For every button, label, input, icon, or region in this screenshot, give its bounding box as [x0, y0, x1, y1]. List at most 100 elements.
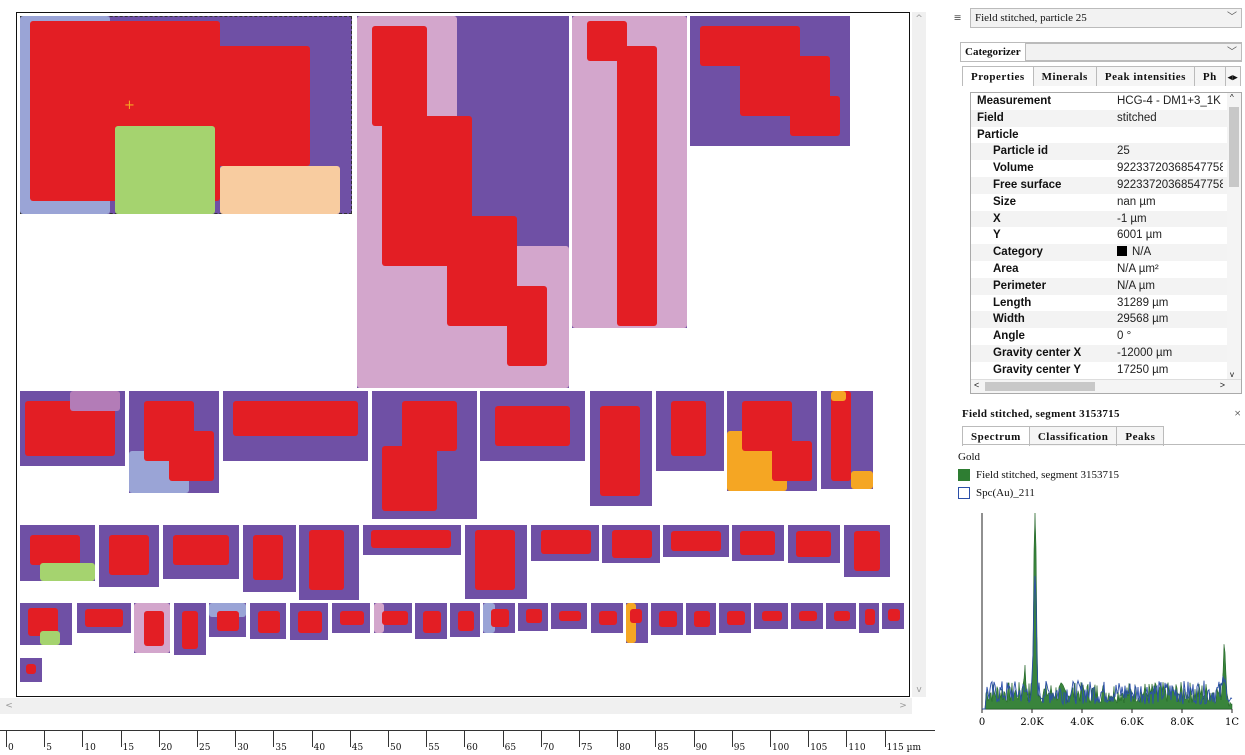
spectrum-chart[interactable]: 0 2.0K 4.0K 6.0K 8.0K 1C — [962, 503, 1245, 743]
particle-thumbnail[interactable] — [518, 603, 548, 631]
particle-thumbnail[interactable] — [844, 525, 890, 577]
particle-thumbnail[interactable] — [754, 603, 788, 629]
particle-thumbnail[interactable] — [551, 603, 587, 629]
property-row[interactable]: Volume 9223372036854775807 — [971, 160, 1241, 177]
property-row[interactable]: Particle — [971, 127, 1241, 144]
particle-thumbnail[interactable] — [663, 525, 729, 557]
particle-thumbnail[interactable] — [363, 525, 461, 555]
particle-thumbnail[interactable] — [209, 603, 246, 637]
properties-vertical-scrollbar[interactable]: ^ v — [1227, 93, 1241, 379]
particle-thumbnail[interactable] — [372, 391, 477, 519]
particle-thumbnail[interactable] — [20, 391, 125, 466]
particle-thumbnail-selected[interactable]: + — [20, 16, 352, 214]
tab-ph[interactable]: Ph — [1193, 66, 1226, 86]
property-row[interactable]: Length 31289 µm — [971, 295, 1241, 312]
particle-thumbnail[interactable] — [788, 525, 840, 563]
particle-thumbnail[interactable] — [20, 525, 95, 581]
particle-thumbnail[interactable] — [374, 603, 412, 633]
particle-thumbnail[interactable] — [626, 603, 648, 643]
particle-thumbnail[interactable] — [223, 391, 368, 461]
property-value: 17250 µm — [1117, 363, 1169, 376]
particle-thumbnail[interactable] — [174, 603, 206, 655]
particle-thumbnail[interactable] — [415, 603, 447, 639]
particle-thumbnail[interactable] — [821, 391, 873, 489]
ruler-tick-label: 50 — [390, 743, 402, 753]
particle-thumbnail[interactable] — [602, 525, 660, 563]
particle-thumbnail[interactable] — [357, 16, 569, 388]
property-row[interactable]: Field stitched — [971, 109, 1241, 127]
property-row[interactable]: Y 6001 µm — [971, 227, 1241, 244]
particle-thumbnail[interactable] — [732, 525, 784, 561]
particle-thumbnail[interactable] — [531, 525, 599, 561]
property-row[interactable]: Gravity center Y 17250 µm — [971, 362, 1241, 379]
categorizer-select[interactable]: ﹀ — [1025, 43, 1242, 61]
particle-thumbnail[interactable] — [686, 603, 716, 635]
particle-thumbnail[interactable] — [651, 603, 683, 635]
property-row[interactable]: Measurement HCG-4 - DM1+3_1K — [971, 93, 1241, 110]
property-row[interactable]: Perimeter N/A µm — [971, 277, 1241, 295]
ruler-tick — [6, 731, 7, 747]
property-row[interactable]: Category N/A — [971, 244, 1241, 261]
property-row[interactable]: Size nan µm — [971, 194, 1241, 211]
particle-region — [671, 401, 706, 456]
tab-spectrum[interactable]: Spectrum — [962, 426, 1030, 446]
particle-thumbnail[interactable] — [332, 603, 370, 633]
property-row[interactable]: Particle id 25 — [971, 143, 1241, 161]
scroll-down-icon[interactable]: v — [916, 685, 922, 695]
property-row[interactable]: Gravity center X -12000 µm — [971, 344, 1241, 362]
particle-thumbnail[interactable] — [690, 16, 850, 146]
particle-region — [612, 530, 652, 558]
particle-thumbnail[interactable] — [20, 603, 72, 645]
particle-thumbnail[interactable] — [450, 603, 480, 637]
particle-thumbnail[interactable] — [290, 603, 328, 640]
particle-thumbnail[interactable] — [572, 16, 687, 328]
tab-scroll-icon[interactable]: ◂▸ — [1224, 66, 1241, 86]
particle-thumbnail[interactable] — [791, 603, 823, 629]
particle-thumbnail[interactable] — [719, 603, 751, 633]
particle-thumbnail[interactable] — [77, 603, 131, 633]
particle-thumbnail[interactable] — [99, 525, 159, 587]
particle-gallery[interactable]: + — [16, 12, 910, 697]
tab-peaks[interactable]: Peaks — [1116, 426, 1165, 446]
gallery-horizontal-scrollbar[interactable]: < > — [0, 698, 912, 714]
legend-item-reference[interactable]: Spc(Au)_211 — [958, 487, 1035, 499]
legend-item-field[interactable]: Field stitched, segment 3153715 — [958, 469, 1119, 481]
particle-thumbnail[interactable] — [882, 603, 904, 629]
tab-classification[interactable]: Classification — [1028, 426, 1118, 446]
scroll-right-icon[interactable]: > — [899, 701, 907, 711]
menu-icon[interactable]: ≡ — [954, 10, 962, 25]
property-row[interactable]: Width 29568 µm — [971, 311, 1241, 329]
properties-horizontal-scrollbar[interactable]: < > — [971, 379, 1241, 393]
tab-properties[interactable]: Properties — [962, 66, 1034, 86]
particle-thumbnail[interactable] — [163, 525, 239, 579]
particle-thumbnail[interactable] — [465, 525, 527, 599]
particle-thumbnail[interactable] — [826, 603, 856, 629]
gallery-vertical-scrollbar[interactable]: ^ v — [912, 12, 926, 697]
particle-thumbnail[interactable] — [20, 658, 42, 682]
particle-thumbnail[interactable] — [299, 525, 359, 600]
particle-thumbnail[interactable] — [590, 391, 652, 506]
particle-thumbnail[interactable] — [591, 603, 623, 633]
particle-selector[interactable]: Field stitched, particle 25 ﹀ — [970, 8, 1242, 28]
property-row[interactable]: X -1 µm — [971, 210, 1241, 228]
element-name: Gold — [958, 451, 980, 463]
particle-thumbnail[interactable] — [129, 391, 219, 493]
particle-thumbnail[interactable] — [134, 603, 170, 653]
property-row[interactable]: Free surface 9223372036854775807 — [971, 176, 1241, 194]
particle-thumbnail[interactable] — [480, 391, 585, 461]
particle-thumbnail[interactable] — [727, 391, 817, 491]
tab-peak-intensities[interactable]: Peak intensities — [1095, 66, 1195, 86]
close-icon[interactable]: × — [1234, 406, 1241, 420]
particle-thumbnail[interactable] — [243, 525, 296, 592]
scroll-up-icon[interactable]: ^ — [915, 14, 923, 24]
tab-minerals[interactable]: Minerals — [1032, 66, 1097, 86]
scroll-left-icon[interactable]: < — [5, 701, 13, 711]
property-row[interactable]: Angle 0 ° — [971, 328, 1241, 345]
particle-thumbnail[interactable] — [250, 603, 286, 639]
particle-thumbnail[interactable] — [859, 603, 879, 633]
property-row[interactable]: Area N/A µm² — [971, 261, 1241, 278]
particle-thumbnail[interactable] — [656, 391, 724, 471]
properties-table[interactable]: Measurement HCG-4 - DM1+3_1K Field stitched… — [970, 92, 1242, 394]
categorizer-label: Categorizer — [965, 46, 1021, 58]
particle-thumbnail[interactable] — [483, 603, 515, 633]
